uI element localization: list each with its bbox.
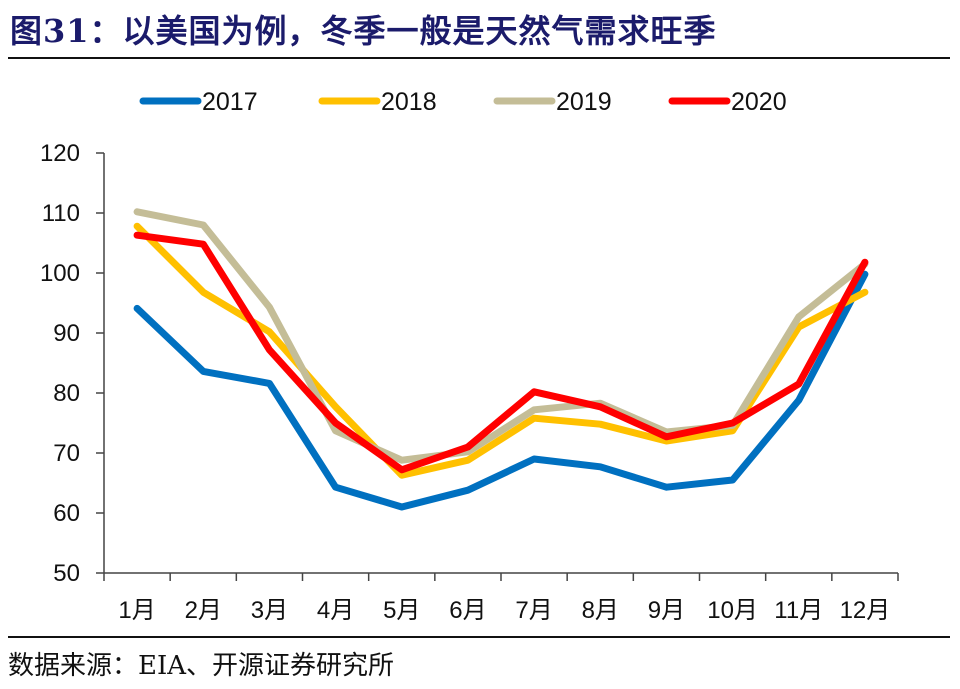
x-tick-label: 6月 [449,597,486,624]
series-line-2017 [133,270,869,511]
x-tick-label: 10月 [707,597,758,624]
x-tick-label: 8月 [582,597,619,624]
x-tick-label: 1月 [118,597,155,624]
x-tick-label: 4月 [317,597,354,624]
y-tick-label: 120 [40,140,80,167]
series-group [133,208,869,511]
series-2017 [133,270,869,511]
legend-item-2019: 2019 [493,88,612,116]
series-line-2019 [133,208,869,464]
legend-label: 2017 [202,88,258,116]
legend-label: 2020 [731,88,787,116]
y-tick-label: 110 [42,200,80,227]
x-tick-label: 5月 [383,597,420,624]
source-note: 数据来源：EIA、开源证券研究所 [8,651,395,681]
y-tick-label: 90 [53,320,80,347]
figure-title: 图31：以美国为例，冬季一般是天然气需求旺季 [10,12,717,50]
y-tick-label: 100 [40,260,80,287]
x-tick-label: 11月 [774,597,823,624]
y-tick-label: 70 [53,440,80,467]
series-2020 [133,231,869,474]
series-line-2020 [133,231,869,474]
x-tick-label: 7月 [515,597,552,624]
x-tick-label: 2月 [185,597,222,624]
legend-item-2018: 2018 [318,88,437,116]
legend-item-2017: 2017 [139,88,258,116]
series-2018 [133,222,869,479]
title-rule [8,57,950,59]
y-tick-label: 60 [53,500,80,527]
legend: 2017 2018 2019 2020 [139,88,787,116]
legend-label: 2018 [381,88,437,116]
source-rule [8,636,950,638]
legend-label: 2019 [556,88,612,116]
series-line-2018 [133,222,869,479]
x-tick-label: 9月 [648,597,685,624]
x-tick-label: 3月 [251,597,288,624]
y-tick-label: 80 [53,380,80,407]
y-tick-label: 50 [53,560,80,587]
legend-item-2020: 2020 [668,88,787,116]
axes: 50 60 70 80 90 100 110 120 1月 2月 3月 4月 5月 6月 7月 8月 9月 10月… [40,140,899,624]
x-tick-label: 12月 [840,597,891,624]
